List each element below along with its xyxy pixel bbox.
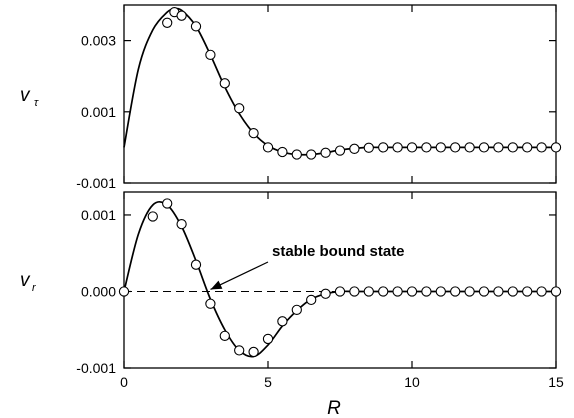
top-solid-curve	[123, 7, 556, 156]
bottom-data-marker	[349, 286, 360, 297]
top-data-marker	[493, 142, 504, 153]
bottom-solid-curve	[123, 201, 557, 358]
top-data-marker	[507, 142, 518, 153]
bottom-data-marker	[493, 286, 504, 297]
bottom-data-marker	[363, 286, 374, 297]
x-tick-label: 10	[404, 374, 420, 390]
top-data-marker	[190, 21, 202, 32]
top-data-marker	[435, 142, 446, 153]
top-data-marker	[205, 49, 216, 60]
annotation-arrowhead	[210, 280, 223, 290]
top-data-marker	[522, 142, 533, 153]
bottom-data-marker	[464, 286, 475, 297]
top-y-tick-label: -0.001	[76, 175, 116, 191]
bottom-y-axis-label: v	[20, 270, 31, 291]
top-data-marker	[277, 146, 288, 158]
bottom-data-marker	[478, 286, 490, 297]
x-tick-label: 15	[548, 374, 564, 390]
bottom-data-marker	[262, 333, 274, 345]
bottom-data-marker	[507, 286, 518, 297]
top-plot-frame	[123, 4, 557, 184]
bottom-data-marker	[550, 286, 562, 297]
top-data-marker	[162, 17, 173, 28]
bottom-y-axis-label-subscript: r	[32, 282, 37, 294]
bottom-data-marker	[147, 211, 158, 222]
bottom-data-marker	[392, 286, 403, 297]
bottom-y-tick-label: 0.000	[81, 283, 116, 299]
top-data-marker	[363, 142, 374, 153]
top-data-marker	[334, 145, 346, 156]
top-data-marker	[248, 128, 259, 139]
bottom-data-marker	[334, 286, 346, 297]
bottom-data-marker	[536, 286, 547, 297]
bottom-data-marker	[176, 218, 187, 230]
bottom-data-marker	[306, 294, 317, 306]
bottom-data-marker	[291, 304, 302, 315]
top-data-marker	[306, 149, 317, 160]
top-data-marker	[349, 143, 360, 154]
top-data-marker	[234, 103, 245, 114]
top-y-ticks: 0.003 0.001 -0.001	[76, 5, 557, 191]
top-data-marker	[478, 142, 490, 153]
top-data-marker	[176, 10, 187, 21]
bottom-data-marker	[234, 345, 245, 356]
bottom-data-marker	[320, 288, 331, 299]
bottom-data-marker	[522, 286, 533, 297]
top-data-marker	[262, 142, 274, 153]
top-data-marker	[464, 142, 475, 153]
top-data-marker	[320, 147, 331, 158]
top-data-marker	[421, 142, 432, 153]
bottom-y-tick-label: -0.001	[76, 360, 116, 376]
bottom-plot-frame	[123, 191, 557, 369]
top-series-group	[123, 6, 562, 160]
bottom-series-group	[118, 198, 562, 358]
top-y-axis-label-subscript: τ	[34, 97, 39, 109]
x-axis-label: R	[327, 398, 341, 418]
bottom-data-marker	[277, 316, 288, 327]
bottom-data-marker	[421, 286, 432, 297]
top-data-marker	[536, 142, 547, 153]
top-y-axis-label: v	[20, 85, 31, 106]
top-data-marker	[291, 149, 302, 160]
bottom-data-marker	[435, 286, 446, 297]
x-tick-label: 5	[264, 374, 272, 390]
top-data-marker	[378, 142, 389, 153]
top-data-marker	[550, 142, 562, 153]
top-panel: 0.003 0.001 -0.001 v τ	[20, 4, 562, 191]
bottom-data-marker	[205, 298, 216, 309]
bottom-data-marker	[118, 286, 130, 297]
bottom-y-tick-label: 0.001	[81, 207, 116, 223]
bottom-data-marker	[162, 198, 173, 209]
bottom-data-marker	[378, 286, 389, 297]
annotation-text: stable bound state	[272, 243, 405, 260]
bottom-data-marker	[406, 286, 418, 297]
bottom-data-marker	[450, 286, 461, 297]
top-y-tick-label: 0.001	[81, 104, 116, 120]
bottom-data-marker	[219, 330, 230, 342]
top-data-marker	[392, 142, 403, 153]
top-data-marker	[406, 142, 418, 153]
bottom-data-marker	[190, 259, 202, 270]
top-y-tick-label: 0.003	[81, 33, 116, 49]
bottom-data-marker	[248, 346, 259, 358]
x-tick-label: 0	[120, 374, 128, 390]
top-data-marker	[450, 142, 461, 153]
top-data-marker	[219, 78, 230, 89]
